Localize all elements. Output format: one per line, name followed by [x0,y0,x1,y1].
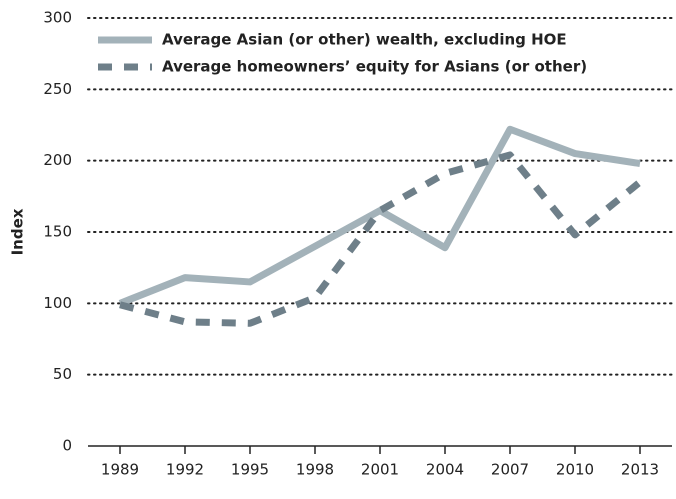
y-tick-label: 100 [43,294,72,312]
y-tick-label: 250 [43,80,72,98]
x-tick-label: 2013 [621,461,659,479]
y-tick-label: 150 [43,223,72,241]
legend-label: Average Asian (or other) wealth, excludi… [162,31,567,49]
x-tick-label: 2004 [426,461,464,479]
y-tick-label: 300 [43,9,72,27]
y-tick-label: 200 [43,151,72,169]
x-tick-label: 1998 [296,461,334,479]
series-line [118,125,641,307]
series-line [119,151,643,327]
x-tick-label: 2001 [361,461,399,479]
x-tick-label: 1995 [231,461,269,479]
x-tick-label: 1992 [166,461,204,479]
x-tick-label: 2007 [491,461,529,479]
x-tick-label: 1989 [101,461,139,479]
legend-label: Average homeowners’ equity for Asians (o… [162,58,587,76]
y-axis-label: Index [9,208,27,255]
y-tick-label: 0 [62,437,72,455]
y-tick-label: 50 [53,365,72,383]
x-tick-label: 2010 [556,461,594,479]
